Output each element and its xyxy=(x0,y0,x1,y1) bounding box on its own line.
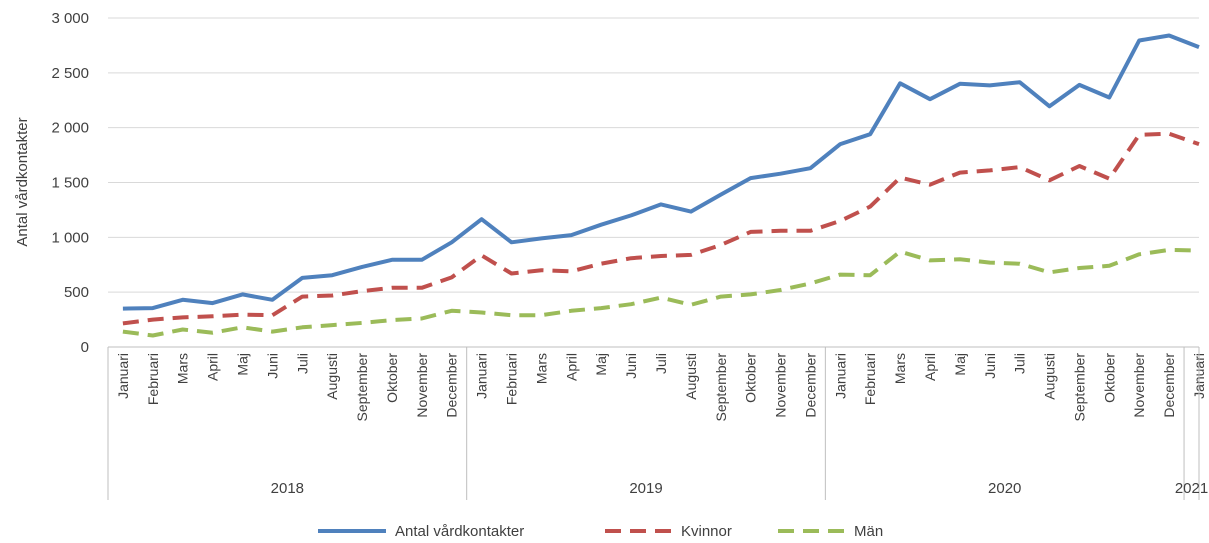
series-lines xyxy=(122,33,1200,338)
x-tick-label: April xyxy=(205,353,221,381)
x-tick-label: December xyxy=(802,353,818,418)
x-tick-label: April xyxy=(563,353,579,381)
y-tick-label: 2 500 xyxy=(51,65,89,82)
x-tick-label: December xyxy=(444,353,460,418)
year-group-label: 2019 xyxy=(629,480,662,497)
gridlines xyxy=(108,17,1199,348)
x-tick-label: December xyxy=(1161,353,1177,418)
y-tick-label: 1 500 xyxy=(51,175,89,192)
legend-label-1: Antal vårdkontakter xyxy=(395,523,524,540)
y-tick-label: 1 000 xyxy=(51,229,89,246)
series-line-2 xyxy=(122,131,1200,326)
x-tick-label: Juni xyxy=(623,353,639,379)
x-tick-label: Mars xyxy=(533,353,549,384)
y-axis-label: Antal vårdkontakter xyxy=(14,117,31,246)
x-tick-label: Februari xyxy=(862,353,878,405)
year-group-label: 2020 xyxy=(988,480,1021,497)
series-line-1 xyxy=(122,33,1200,311)
x-tick-label: November xyxy=(1131,353,1147,418)
x-tick-label: Augusti xyxy=(324,353,340,400)
y-tick-label: 500 xyxy=(64,284,89,301)
x-tick-label: April xyxy=(922,353,938,381)
x-tick-label: Juli xyxy=(1012,353,1028,374)
x-tick-label: Januari xyxy=(474,353,490,399)
x-tick-label: Juni xyxy=(264,353,280,379)
x-tick-label: Juni xyxy=(982,353,998,379)
y-tick-label: 3 000 xyxy=(51,10,89,27)
x-tick-label: September xyxy=(1071,353,1087,422)
year-group-label: 2018 xyxy=(271,480,304,497)
x-tick-label: November xyxy=(773,353,789,418)
x-tick-label: Maj xyxy=(593,353,609,376)
x-tick-label: November xyxy=(414,353,430,418)
x-tick-label: September xyxy=(354,353,370,422)
year-group-label: 2021 xyxy=(1175,480,1208,497)
x-tick-label: Februari xyxy=(504,353,520,405)
legend-label-2: Kvinnor xyxy=(681,523,732,540)
x-tick-label: Juli xyxy=(653,353,669,374)
legend-label-3: Män xyxy=(854,523,883,540)
x-tick-label: Januari xyxy=(832,353,848,399)
x-tick-label: Januari xyxy=(115,353,131,399)
x-axis: Januari Februari Mars April Maj Juni Juli Augus… xyxy=(107,346,1208,500)
x-tick-label: Mars xyxy=(892,353,908,384)
legend: Antal vårdkontakter Kvinnor Män xyxy=(318,523,883,540)
y-axis-ticks: 0 500 1 000 1 500 2 000 2 500 3 000 xyxy=(51,10,89,356)
x-tick-label: Augusti xyxy=(683,353,699,400)
x-tick-label: Oktober xyxy=(384,353,400,403)
x-tick-label: September xyxy=(713,353,729,422)
x-tick-label: Augusti xyxy=(1042,353,1058,400)
x-tick-label: Juli xyxy=(294,353,310,374)
x-tick-label: Oktober xyxy=(743,353,759,403)
x-tick-label: Oktober xyxy=(1101,353,1117,403)
x-tick-label: Mars xyxy=(175,353,191,384)
y-tick-label: 2 000 xyxy=(51,120,89,137)
series-line-3 xyxy=(122,247,1200,338)
x-tick-label: Maj xyxy=(952,353,968,376)
y-tick-label: 0 xyxy=(81,339,89,356)
x-tick-label: Maj xyxy=(235,353,251,376)
x-tick-label: Februari xyxy=(145,353,161,405)
